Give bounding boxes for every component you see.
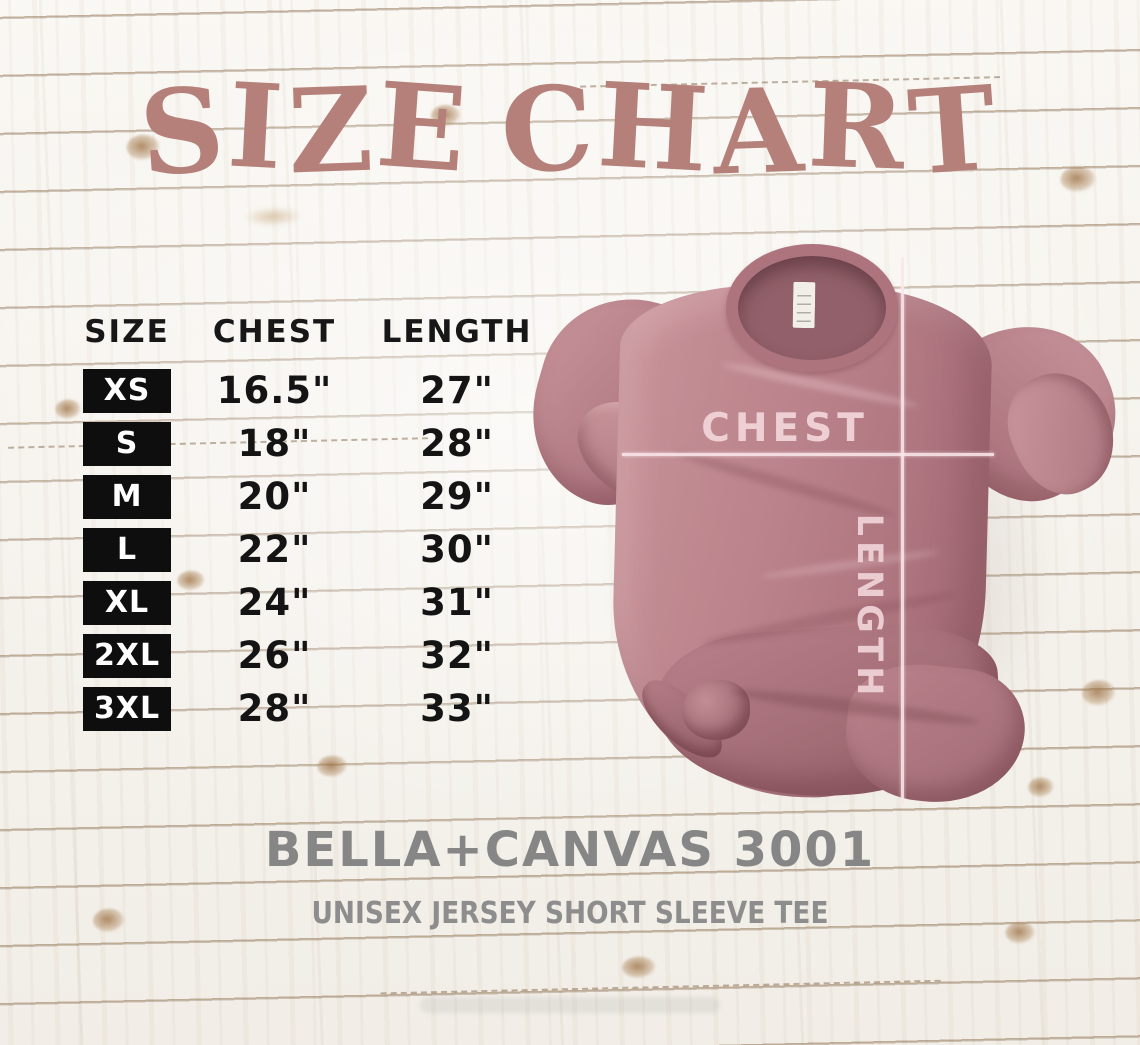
title-letter: H [594,57,717,199]
product-name: BELLA+CANVAS 3001 [264,822,876,878]
length-measure-line [901,257,904,805]
size-badge: M [83,474,171,519]
size-table-header: SIZE CHEST LENGTH [82,300,552,364]
size-badge: XS [83,368,171,413]
table-row: S 18" 28" [82,417,552,470]
chest-value: 28" [237,687,312,730]
chest-measure-label: CHEST [701,406,869,451]
length-value: 28" [420,422,494,465]
length-value: 33" [420,687,494,730]
length-value: 30" [420,528,494,571]
chest-value: 24" [237,581,312,624]
length-value: 31" [420,581,494,624]
page-title: SIZE CHART [0,57,1140,203]
chest-value: 16.5" [216,369,333,412]
table-row: XL 24" 31" [82,576,552,629]
title-letter: T [904,59,1006,203]
length-measure-label: LENGTH [849,513,889,701]
wood-smudge [242,205,304,228]
title-letter [471,58,501,203]
chest-value: 20" [237,475,312,518]
table-row: L 22" 30" [82,523,552,576]
tshirt-knot [682,680,750,740]
wood-plank-seam [380,979,941,995]
header-size: SIZE [84,314,170,350]
size-badge: XL [83,580,171,625]
watermark [420,997,720,1013]
size-badge: 3XL [83,686,171,731]
wood-knot [55,399,82,420]
title-letter: S [135,61,234,203]
tshirt-neck-label [792,281,816,329]
size-badge: L [83,527,171,572]
chest-measure-line [622,453,994,456]
size-table: SIZE CHEST LENGTH XS 16.5" 27" S 18" 28" M 20" 2… [82,300,552,735]
tshirt-photo: CHEST LENGTH [510,230,1140,830]
table-row: 2XL 26" 32" [82,629,552,682]
wood-knot [621,956,657,979]
header-chest: CHEST [212,314,337,350]
title-letter: C [497,59,602,201]
title-letter: A [710,62,811,202]
size-badge: S [83,421,171,466]
title-letter: Z [285,61,380,201]
wood-knot [317,755,348,778]
table-row: 3XL 28" 33" [82,682,552,735]
length-value: 32" [420,634,494,677]
title-letter: E [372,56,476,200]
title-letter: I [225,57,292,197]
title-letter: R [805,57,912,197]
chest-value: 18" [237,422,312,465]
size-badge: 2XL [83,633,171,678]
header-length: LENGTH [381,314,533,350]
table-row: XS 16.5" 27" [82,364,552,417]
length-value: 27" [420,369,494,412]
chest-value: 26" [237,634,312,677]
size-table-body: XS 16.5" 27" S 18" 28" M 20" 29" L 22" 30" XL 24" 31" 2… [82,364,552,735]
product-subtitle: UNISEX JERSEY SHORT SLEEVE TEE [311,896,829,931]
chest-value: 22" [237,528,312,571]
length-value: 29" [420,475,494,518]
table-row: M 20" 29" [82,470,552,523]
